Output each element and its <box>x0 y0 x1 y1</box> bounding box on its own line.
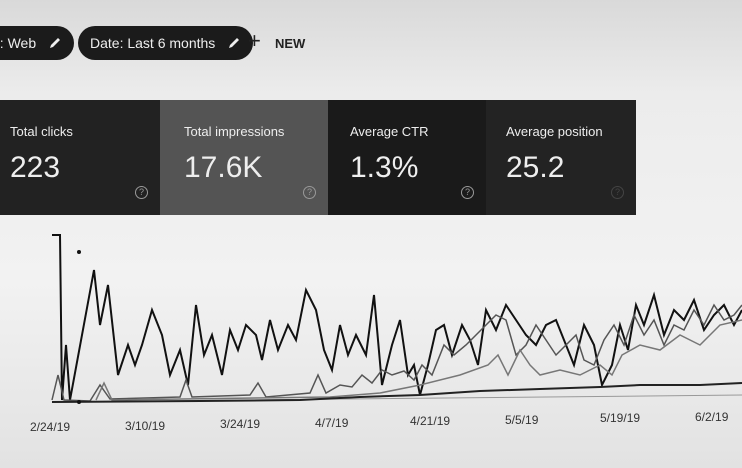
metric-card[interactable]: Average CTR 1.3% ? <box>328 100 486 215</box>
help-icon[interactable]: ? <box>611 186 624 199</box>
line-ctr <box>95 319 742 401</box>
help-icon[interactable]: ? <box>135 186 148 199</box>
metric-value: 1.3% <box>350 151 419 184</box>
x-axis-label: 5/19/19 <box>600 411 641 425</box>
performance-chart <box>51 234 742 404</box>
data-point <box>77 400 81 404</box>
metric-card[interactable]: Average position 25.2 ? <box>486 100 636 215</box>
help-icon[interactable]: ? <box>461 186 474 199</box>
new-button[interactable]: + NEW <box>248 28 306 53</box>
metric-value: 223 <box>10 151 61 184</box>
data-point <box>77 250 81 254</box>
edit-icon <box>229 38 240 48</box>
metric-cards: Total clicks 223 ? Total impressions 17.… <box>0 100 742 215</box>
x-axis-label: 4/7/19 <box>315 415 349 430</box>
metric-label: Average CTR <box>350 124 429 139</box>
x-axis-label: 4/21/19 <box>410 414 451 428</box>
line-clicks <box>52 234 742 401</box>
help-icon[interactable]: ? <box>303 186 316 199</box>
plus-icon: + <box>248 28 261 53</box>
metric-label: Average position <box>506 124 603 139</box>
metric-card[interactable]: Total clicks 223 ? <box>0 100 160 215</box>
filter-label: e: Web <box>0 35 37 51</box>
filter-chip[interactable]: e: Web <box>0 26 75 60</box>
metric-card[interactable]: Total impressions 17.6K ? <box>160 100 328 215</box>
metric-label: Total impressions <box>184 124 285 139</box>
x-axis-label: 3/10/19 <box>125 418 166 433</box>
filter-chip[interactable]: Date: Last 6 months <box>78 26 254 60</box>
metric-value: 25.2 <box>506 151 565 184</box>
new-label: NEW <box>275 36 306 51</box>
x-axis-label: 6/2/19 <box>695 409 729 424</box>
x-axis-label: 5/5/19 <box>505 412 539 427</box>
line-position <box>51 382 742 403</box>
edit-icon <box>50 38 61 48</box>
line-impressions <box>51 303 742 402</box>
filter-label: Date: Last 6 months <box>90 35 216 51</box>
x-axis-label: 3/24/19 <box>220 417 261 431</box>
metric-value: 17.6K <box>184 151 263 184</box>
x-axis-label: 2/24/19 <box>30 420 71 434</box>
metric-label: Total clicks <box>10 124 73 139</box>
